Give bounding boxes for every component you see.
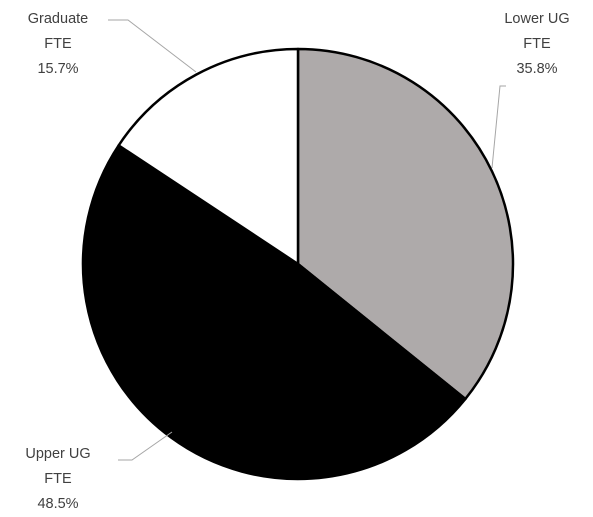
pie-slice: [296, 47, 515, 401]
category-label: Graduate FTE: [27, 11, 89, 52]
leader-line: [118, 431, 173, 461]
leader-line: [108, 19, 197, 73]
leader-line: [491, 85, 506, 169]
category-label: Lower UG FTE: [504, 11, 570, 52]
pie-slice: [81, 144, 467, 481]
value-label: 48.5%: [37, 496, 79, 512]
pie-slice: [117, 47, 300, 266]
category-label: Upper UG FTE: [25, 446, 91, 487]
value-label: 15.7%: [37, 61, 79, 77]
value-label: 35.8%: [516, 61, 558, 77]
data-label: Graduate FTE 15.7%: [20, 7, 96, 82]
data-label: Lower UG FTE 35.8%: [499, 7, 575, 82]
data-label: Upper UG FTE 48.5%: [20, 442, 96, 517]
